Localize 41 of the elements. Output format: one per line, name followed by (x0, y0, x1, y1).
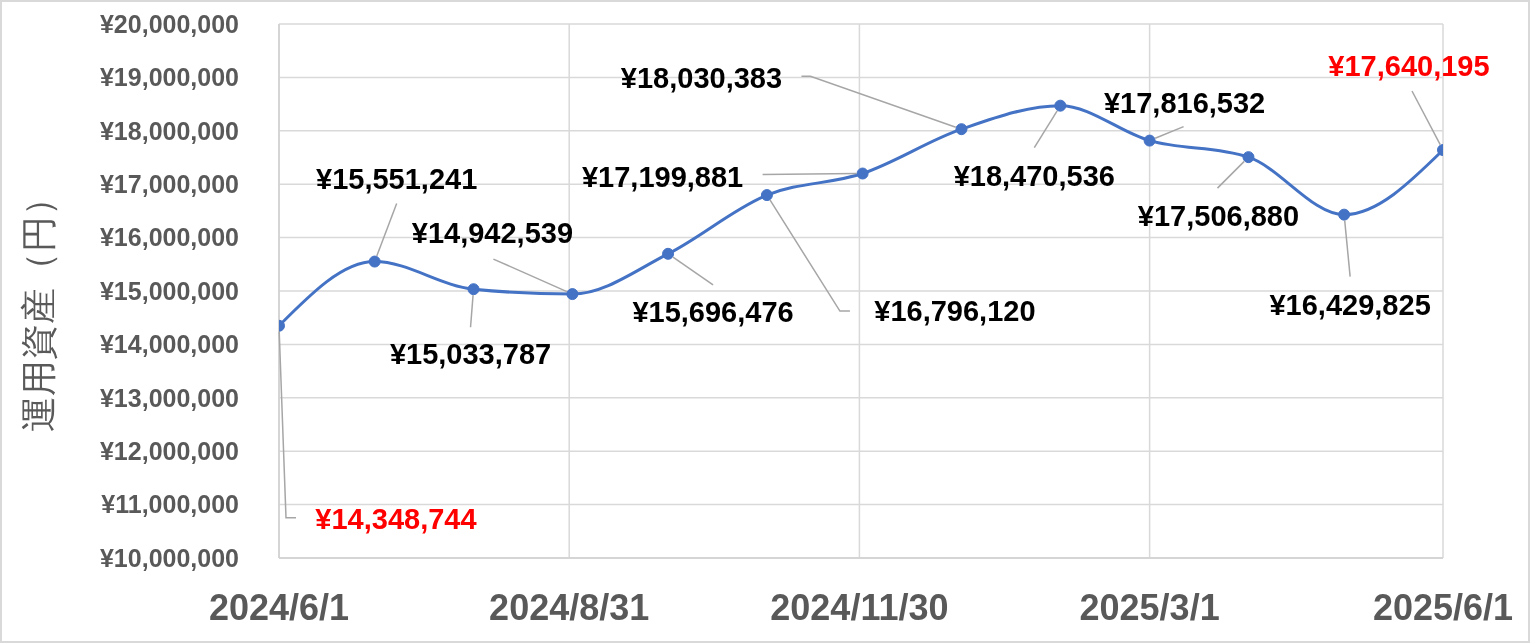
point (1054, 99, 1067, 112)
y-tick-label: ¥10,000,000 (99, 543, 239, 572)
point (1242, 151, 1255, 164)
x-tick-label: 2025/6/1 (1372, 586, 1514, 628)
data-label: ¥17,816,532 (1103, 86, 1266, 119)
y-tick-label: ¥16,000,000 (99, 223, 239, 252)
point (467, 283, 480, 296)
data-label: ¥15,696,476 (632, 295, 794, 328)
point (1143, 134, 1156, 147)
y-tick-label: ¥15,000,000 (99, 276, 239, 305)
point (662, 247, 675, 260)
x-tick-label: 2024/6/1 (208, 586, 350, 628)
x-tick-label: 2025/3/1 (1079, 586, 1220, 628)
x-tick-label: 2024/11/30 (770, 586, 949, 628)
data-label: ¥17,199,881 (581, 160, 744, 193)
point (566, 288, 579, 301)
data-label: ¥18,030,383 (620, 62, 783, 95)
data-label: ¥14,942,539 (411, 217, 574, 250)
y-tick-label: ¥19,000,000 (99, 63, 239, 92)
point (1338, 208, 1351, 221)
data-label: ¥16,429,825 (1269, 288, 1431, 321)
data-label: ¥16,796,120 (874, 295, 1036, 328)
point (955, 123, 968, 136)
point (368, 255, 381, 268)
data-label: ¥17,640,195 (1328, 50, 1490, 83)
data-label: ¥15,551,241 (316, 162, 478, 195)
x-tick-label: 2024/8/31 (489, 586, 650, 628)
y-axis-title: 運用資産（円） (17, 180, 59, 432)
y-tick-label: ¥17,000,000 (99, 170, 239, 199)
data-label: ¥18,470,536 (953, 159, 1115, 192)
data-label: ¥14,348,744 (315, 502, 477, 535)
y-tick-label: ¥20,000,000 (99, 9, 239, 38)
point (760, 189, 773, 202)
data-label: ¥17,506,880 (1137, 200, 1300, 233)
y-tick-label: ¥13,000,000 (99, 383, 239, 412)
y-tick-label: ¥14,000,000 (99, 330, 239, 359)
y-tick-label: ¥11,000,000 (101, 490, 239, 519)
y-tick-label: ¥18,000,000 (99, 116, 239, 145)
y-tick-label: ¥12,000,000 (99, 437, 239, 466)
data-label: ¥15,033,787 (389, 338, 552, 371)
point (856, 167, 869, 180)
